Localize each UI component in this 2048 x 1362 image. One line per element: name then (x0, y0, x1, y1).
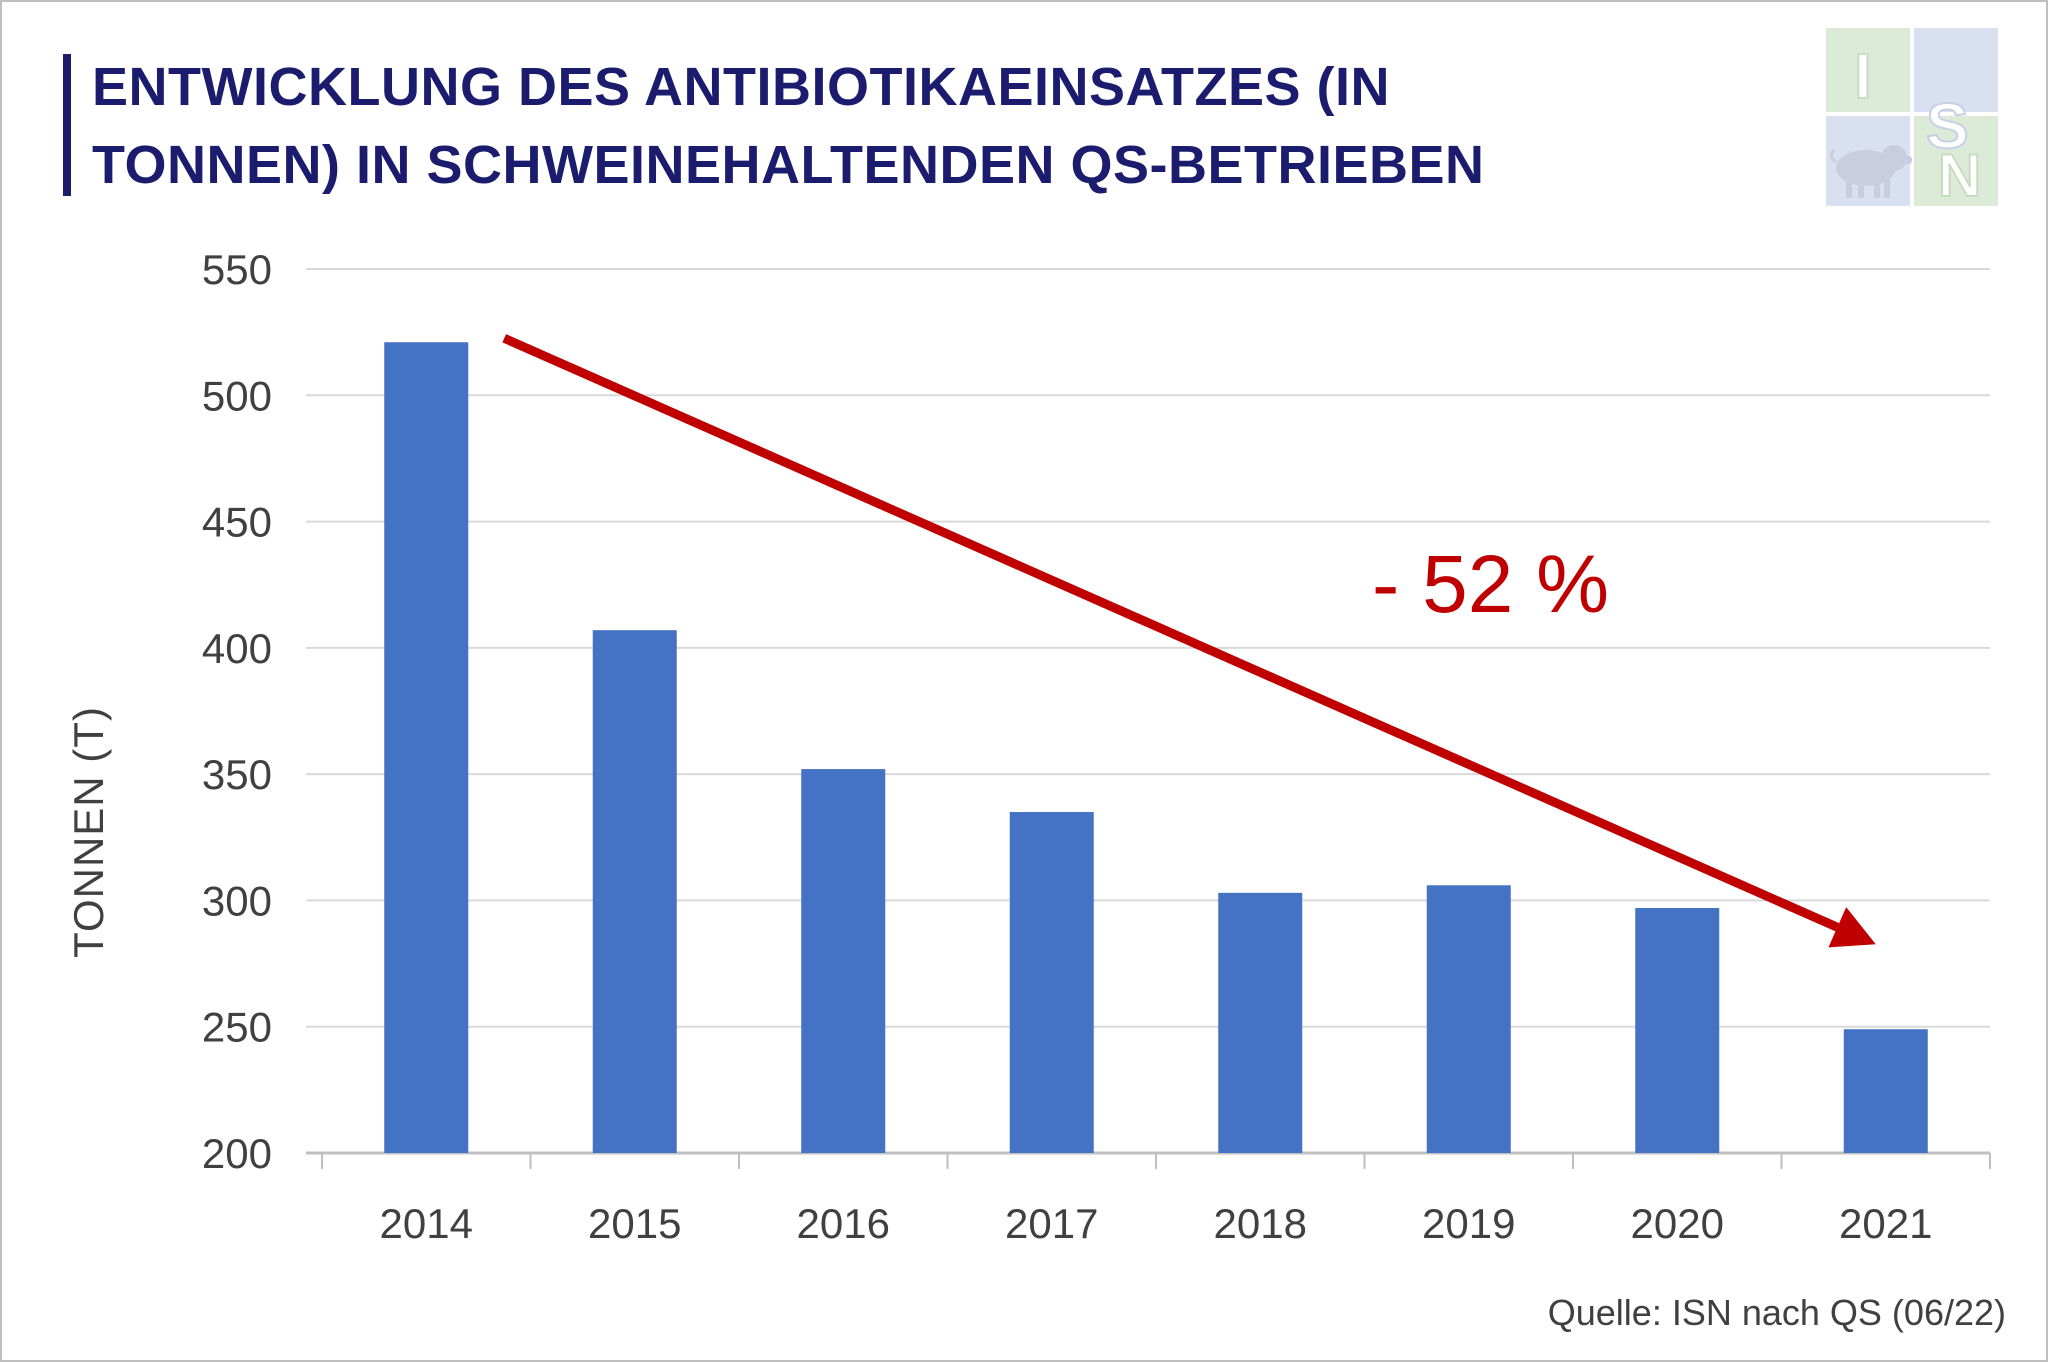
y-axis: 200 250 300 350 400 450 500 550 (202, 246, 272, 1177)
trend-arrow (502, 334, 1876, 948)
source-note: Quelle: ISN nach QS (06/22) (1547, 1292, 2006, 1333)
y-tick-label: 550 (202, 246, 272, 293)
bar-2016 (801, 769, 886, 1153)
reduction-annotation: - 52 % (1372, 539, 1609, 630)
y-tick-label: 300 (202, 877, 272, 924)
y-tick-label: 200 (202, 1130, 272, 1177)
bar-2017 (1009, 812, 1094, 1153)
x-tick-label: 2017 (1005, 1200, 1098, 1247)
x-tick-label: 2016 (797, 1200, 890, 1247)
x-tick-label: 2021 (1839, 1200, 1932, 1247)
svg-text:I: I (1854, 40, 1872, 112)
y-tick-label: 500 (202, 372, 272, 419)
bar-2021 (1843, 1029, 1928, 1153)
x-axis: 2014 2015 2016 2017 2018 2019 2020 2021 (321, 1153, 1991, 1247)
chart-title: ENTWICKLUNG DES ANTIBIOTIKAEINSATZES (IN… (92, 57, 1485, 195)
y-tick-label: 450 (202, 499, 272, 546)
y-tick-label: 250 (202, 1004, 272, 1051)
y-axis-label: TONNEN (T) (65, 706, 112, 958)
bar-2020 (1635, 908, 1720, 1153)
trend-arrow-head (1828, 907, 1876, 948)
trend-arrow-line (502, 334, 1840, 932)
isn-logo: I S N (1826, 28, 1998, 210)
x-tick-label: 2020 (1631, 1200, 1724, 1247)
title-accent-bar (63, 54, 71, 196)
x-tick-label: 2015 (588, 1200, 681, 1247)
pig-icon (1829, 145, 1912, 198)
x-tick-label: 2014 (380, 1200, 473, 1247)
bars (384, 342, 1928, 1153)
x-tick-label: 2018 (1214, 1200, 1307, 1247)
bar-2014 (384, 342, 469, 1153)
y-tick-label: 400 (202, 625, 272, 672)
svg-text:N: N (1938, 142, 1981, 206)
bar-2015 (592, 630, 677, 1153)
x-tick-label: 2019 (1422, 1200, 1515, 1247)
y-tick-label: 350 (202, 751, 272, 798)
bar-2019 (1426, 885, 1511, 1153)
svg-text:S: S (1926, 90, 1969, 162)
gridlines (306, 268, 1990, 1155)
bar-2018 (1218, 892, 1303, 1153)
isn-logo-graphic: I S N (1826, 28, 1998, 210)
